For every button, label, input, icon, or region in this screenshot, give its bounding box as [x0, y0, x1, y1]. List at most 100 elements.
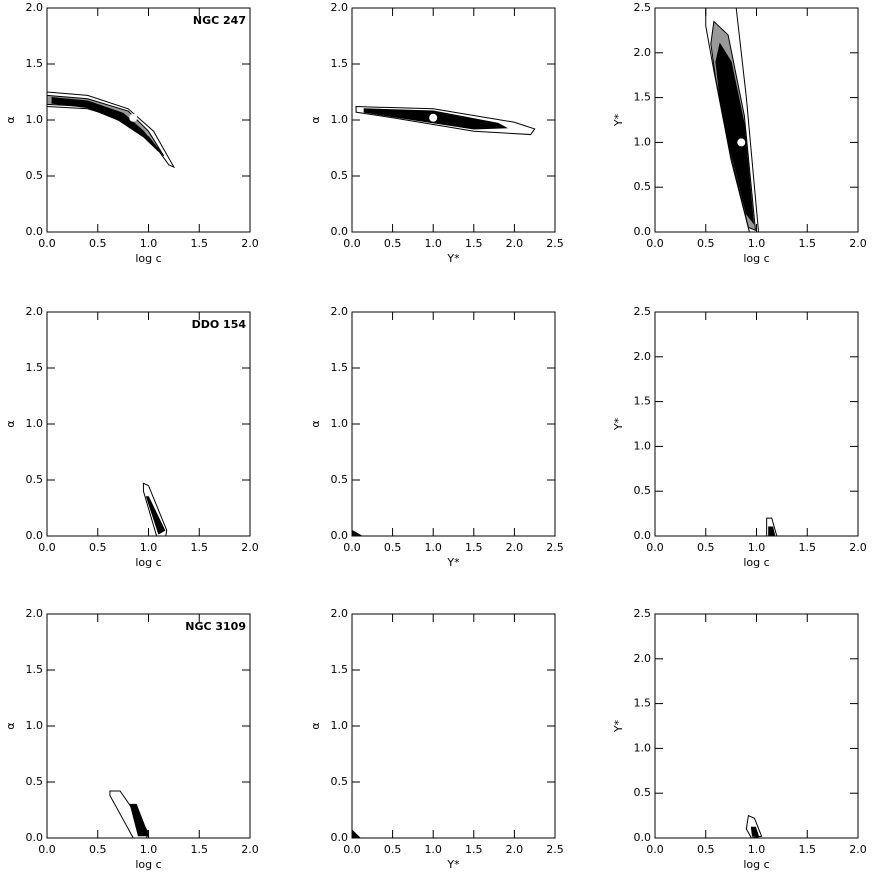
x-tick-label: 1.5 [799, 237, 817, 250]
x-tick-label: 1.5 [465, 843, 483, 856]
x-tick-label: 2.0 [849, 237, 867, 250]
y-axis-label: α [4, 420, 17, 427]
y-tick-label: 1.5 [26, 361, 44, 374]
best-fit-point [737, 138, 746, 147]
x-tick-label: 0.0 [38, 843, 56, 856]
y-tick-label: 0.0 [634, 225, 652, 238]
y-tick-label: 1.0 [26, 113, 44, 126]
y-tick-label: 2.5 [634, 1, 652, 14]
plot-frame [351, 311, 556, 537]
plot-area [47, 91, 176, 169]
y-tick-label: 2.5 [634, 305, 652, 318]
y-tick-label: 2.0 [634, 46, 652, 59]
y-tick-label: 0.0 [26, 831, 44, 844]
x-tick-label: 0.5 [384, 843, 402, 856]
x-tick-label: 2.5 [546, 541, 564, 554]
x-tick-label: 1.0 [748, 237, 766, 250]
panel: 0.0 0.5 1.0 1.5 2.0 0.0 0.5 1.0 1.5 2.0 log c α NGC … [4, 607, 259, 871]
x-tick-label: 2.0 [849, 843, 867, 856]
y-tick-label: 1.5 [331, 663, 349, 676]
panel-annotation: NGC 247 [193, 14, 246, 27]
y-tick-label: 1.5 [634, 91, 652, 104]
x-axis-label: Υ* [446, 556, 460, 569]
plot-area [109, 790, 150, 838]
x-tick-label: 1.5 [465, 541, 483, 554]
y-tick-label: 2.0 [26, 1, 44, 14]
plot-frame [654, 311, 859, 537]
y-tick-label: 2.0 [634, 652, 652, 665]
plot-area [352, 529, 363, 536]
x-tick-label: 0.5 [697, 843, 715, 856]
x-tick-label: 1.0 [748, 843, 766, 856]
contour [352, 529, 363, 536]
y-tick-label: 1.5 [331, 361, 349, 374]
panel: 0.0 0.5 1.0 1.5 2.0 0.0 0.5 1.0 1.5 2.0 2.5 log c Υ* [612, 607, 867, 871]
x-tick-label: 1.0 [140, 237, 158, 250]
y-tick-label: 0.0 [26, 225, 44, 238]
y-tick-label: 1.0 [634, 439, 652, 452]
y-tick-label: 1.5 [634, 395, 652, 408]
y-tick-label: 2.0 [331, 305, 349, 318]
panel: 0.0 0.5 1.0 1.5 2.0 2.5 0.0 0.5 1.0 1.5 2.0 Υ* α [309, 305, 564, 569]
plot-frame [46, 613, 251, 839]
panel: 0.0 0.5 1.0 1.5 2.0 0.0 0.5 1.0 1.5 2.0 2.5 log c Υ* [612, 1, 867, 265]
y-tick-label: 2.0 [26, 305, 44, 318]
contour [51, 97, 160, 152]
y-axis-label: α [4, 722, 17, 729]
x-tick-label: 2.0 [849, 541, 867, 554]
plot-area [142, 482, 168, 536]
y-tick-label: 1.5 [331, 57, 349, 70]
x-tick-label: 1.0 [424, 237, 442, 250]
y-tick-label: 0.0 [331, 529, 349, 542]
plot-area [352, 829, 361, 838]
y-tick-label: 2.5 [634, 607, 652, 620]
x-tick-label: 2.0 [506, 843, 524, 856]
y-axis-label: Υ* [612, 417, 625, 431]
y-tick-label: 1.0 [331, 113, 349, 126]
contour [715, 42, 755, 225]
x-tick-label: 2.0 [506, 237, 524, 250]
x-tick-label: 1.5 [191, 541, 209, 554]
x-tick-label: 2.5 [546, 843, 564, 856]
x-axis-label: log c [135, 556, 161, 569]
x-tick-label: 1.5 [191, 843, 209, 856]
x-tick-label: 0.0 [646, 541, 664, 554]
plot-frame [654, 613, 859, 839]
y-tick-label: 1.5 [26, 663, 44, 676]
panel-annotation: NGC 3109 [185, 620, 246, 633]
x-tick-label: 0.5 [89, 541, 107, 554]
x-tick-label: 1.5 [799, 843, 817, 856]
y-tick-label: 1.0 [331, 719, 349, 732]
x-tick-label: 1.0 [140, 843, 158, 856]
panel: 0.0 0.5 1.0 1.5 2.0 2.5 0.0 0.5 1.0 1.5 2.0 Υ* α [309, 607, 564, 871]
x-axis-label: log c [743, 858, 769, 871]
x-tick-label: 2.0 [241, 541, 259, 554]
x-tick-label: 0.0 [38, 541, 56, 554]
y-tick-label: 1.0 [331, 417, 349, 430]
panel: 0.0 0.5 1.0 1.5 2.0 0.0 0.5 1.0 1.5 2.0 log c α NGC … [4, 1, 259, 265]
y-tick-label: 1.0 [634, 741, 652, 754]
x-tick-label: 2.5 [546, 237, 564, 250]
y-tick-label: 0.5 [331, 473, 349, 486]
best-fit-point [129, 113, 138, 122]
y-tick-label: 0.5 [331, 169, 349, 182]
x-tick-label: 2.0 [241, 843, 259, 856]
contour [145, 496, 166, 535]
y-tick-label: 0.0 [331, 831, 349, 844]
y-tick-label: 0.5 [634, 786, 652, 799]
y-tick-label: 0.5 [26, 169, 44, 182]
plot-area [355, 106, 536, 136]
x-tick-label: 1.0 [748, 541, 766, 554]
y-axis-label: α [309, 116, 322, 123]
y-tick-label: 0.0 [331, 225, 349, 238]
x-tick-label: 1.0 [424, 541, 442, 554]
y-tick-label: 1.5 [634, 697, 652, 710]
y-tick-label: 0.0 [634, 529, 652, 542]
x-tick-label: 0.0 [343, 237, 361, 250]
x-tick-label: 0.5 [89, 843, 107, 856]
x-axis-label: Υ* [446, 858, 460, 871]
x-tick-label: 0.0 [343, 541, 361, 554]
plot-frame [654, 7, 859, 233]
x-axis-label: log c [743, 556, 769, 569]
y-tick-label: 2.0 [634, 350, 652, 363]
